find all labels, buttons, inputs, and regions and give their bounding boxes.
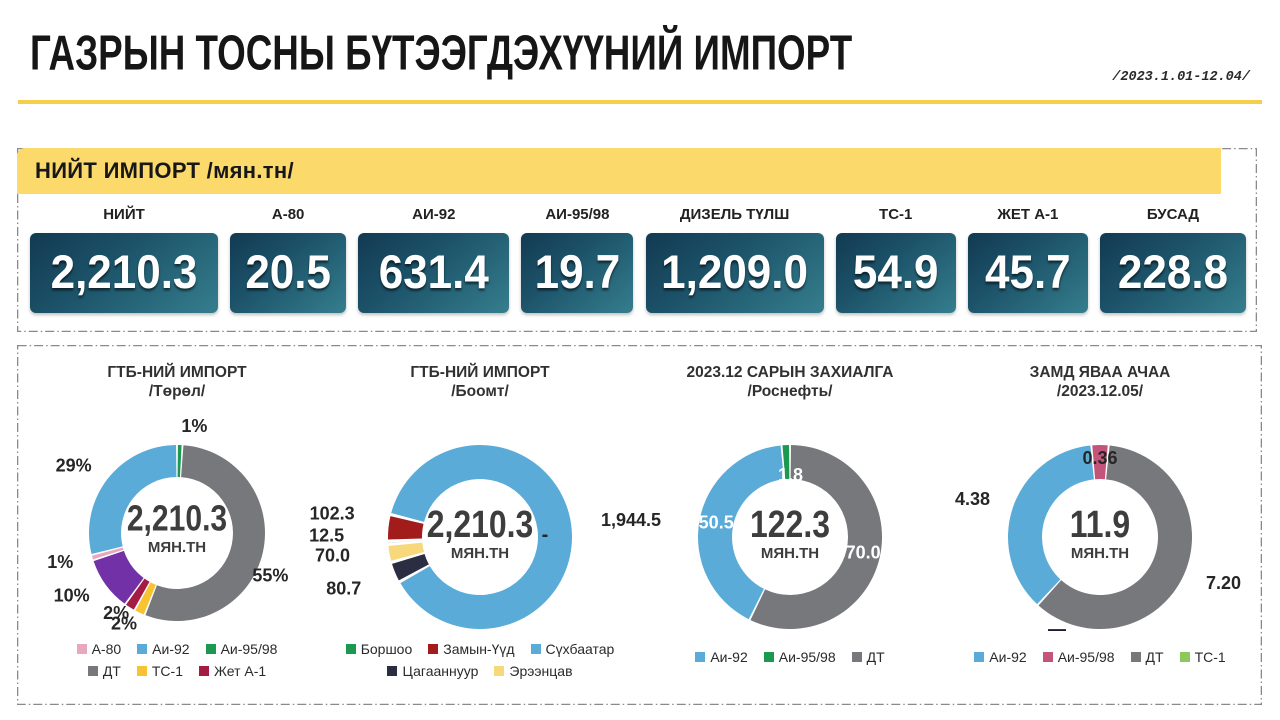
svg-text:-: - (542, 524, 549, 546)
svg-text:2%: 2% (103, 603, 129, 623)
svg-text:2,210.3: 2,210.3 (427, 503, 534, 545)
svg-text:80.7: 80.7 (326, 579, 361, 599)
svg-text:12.5: 12.5 (309, 525, 344, 545)
svg-text:—: — (1048, 619, 1066, 639)
svg-text:10%: 10% (54, 585, 90, 605)
svg-text:11.9: 11.9 (1070, 503, 1130, 545)
svg-text:1.8: 1.8 (778, 465, 803, 485)
svg-text:2,210.3: 2,210.3 (127, 499, 227, 539)
svg-text:70.0: 70.0 (846, 543, 881, 563)
svg-text:55%: 55% (252, 565, 288, 585)
svg-text:МЯН.ТН: МЯН.ТН (148, 539, 206, 556)
svg-text:70.0: 70.0 (315, 546, 350, 566)
svg-text:102.3: 102.3 (310, 503, 355, 523)
svg-text:4.38: 4.38 (955, 489, 990, 509)
svg-text:29%: 29% (56, 456, 92, 476)
svg-text:1%: 1% (47, 552, 73, 572)
svg-text:0.36: 0.36 (1082, 448, 1117, 468)
svg-text:50.5: 50.5 (699, 512, 734, 532)
svg-text:МЯН.ТН: МЯН.ТН (451, 545, 509, 562)
svg-text:7.20: 7.20 (1206, 573, 1241, 593)
svg-text:1%: 1% (181, 416, 207, 436)
svg-text:МЯН.ТН: МЯН.ТН (1071, 545, 1129, 562)
svg-text:МЯН.ТН: МЯН.ТН (761, 545, 819, 562)
svg-text:122.3: 122.3 (750, 503, 830, 545)
